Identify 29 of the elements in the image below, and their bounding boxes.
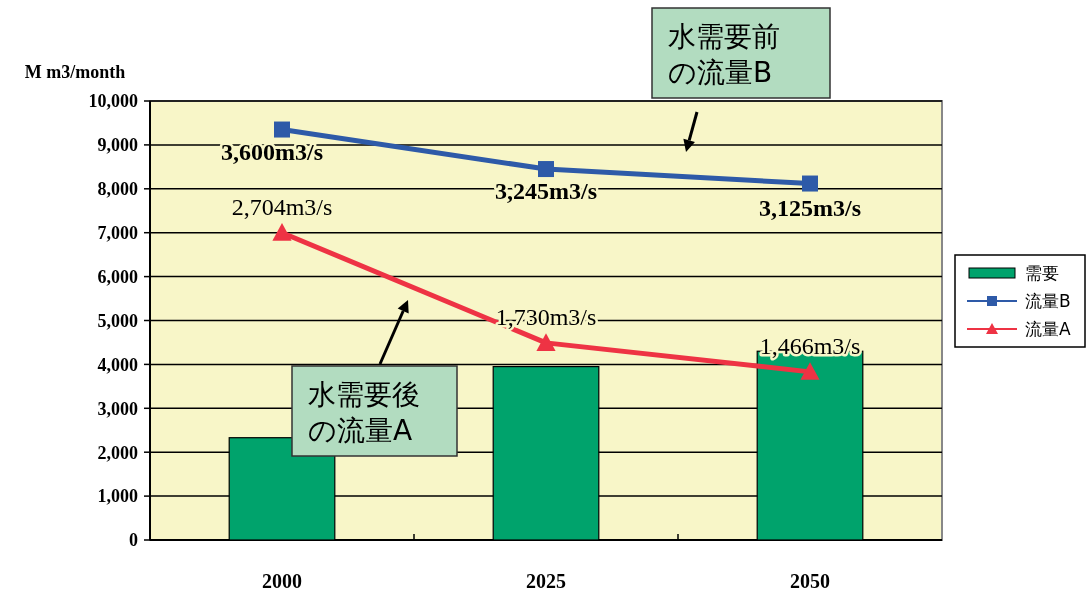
y-tick-label: 3,000: [97, 398, 138, 419]
y-tick-label: 6,000: [97, 266, 138, 287]
y-tick-label: 0: [129, 530, 138, 551]
annotation: 水需要後の流量A: [308, 378, 420, 447]
y-tick-label: 9,000: [97, 135, 138, 156]
point: [274, 121, 290, 138]
y-axis-title: M m3/month: [24, 62, 126, 82]
y-tick-label: 5,000: [97, 310, 138, 331]
point: [538, 161, 554, 178]
y-tick-label: 4,000: [97, 354, 138, 375]
point: [536, 333, 556, 351]
annotation: 3,125m3/s: [759, 194, 861, 221]
legend-label: 需要: [1025, 262, 1059, 283]
point: [800, 362, 820, 380]
y-tick-label: 7,000: [97, 223, 138, 243]
x-tick-label: 2025: [526, 570, 566, 592]
x-tick-label: 2000: [262, 570, 302, 592]
y-tick-label: 1,000: [97, 486, 138, 507]
point: [802, 175, 818, 192]
point: [272, 223, 292, 241]
x-tick-label: 2050: [790, 570, 830, 592]
y-tick-label: 10,000: [88, 91, 138, 112]
legend-label: 流量B: [1025, 290, 1071, 311]
legend-label: 流量A: [1025, 318, 1071, 339]
annotation: 2,704m3/s: [231, 193, 333, 220]
y-tick-label: 2,000: [97, 442, 138, 463]
text: 水需要前の流量B: [668, 20, 780, 89]
annotation: 3,600m3/s: [221, 138, 323, 165]
y-tick-label: 8,000: [97, 179, 138, 200]
